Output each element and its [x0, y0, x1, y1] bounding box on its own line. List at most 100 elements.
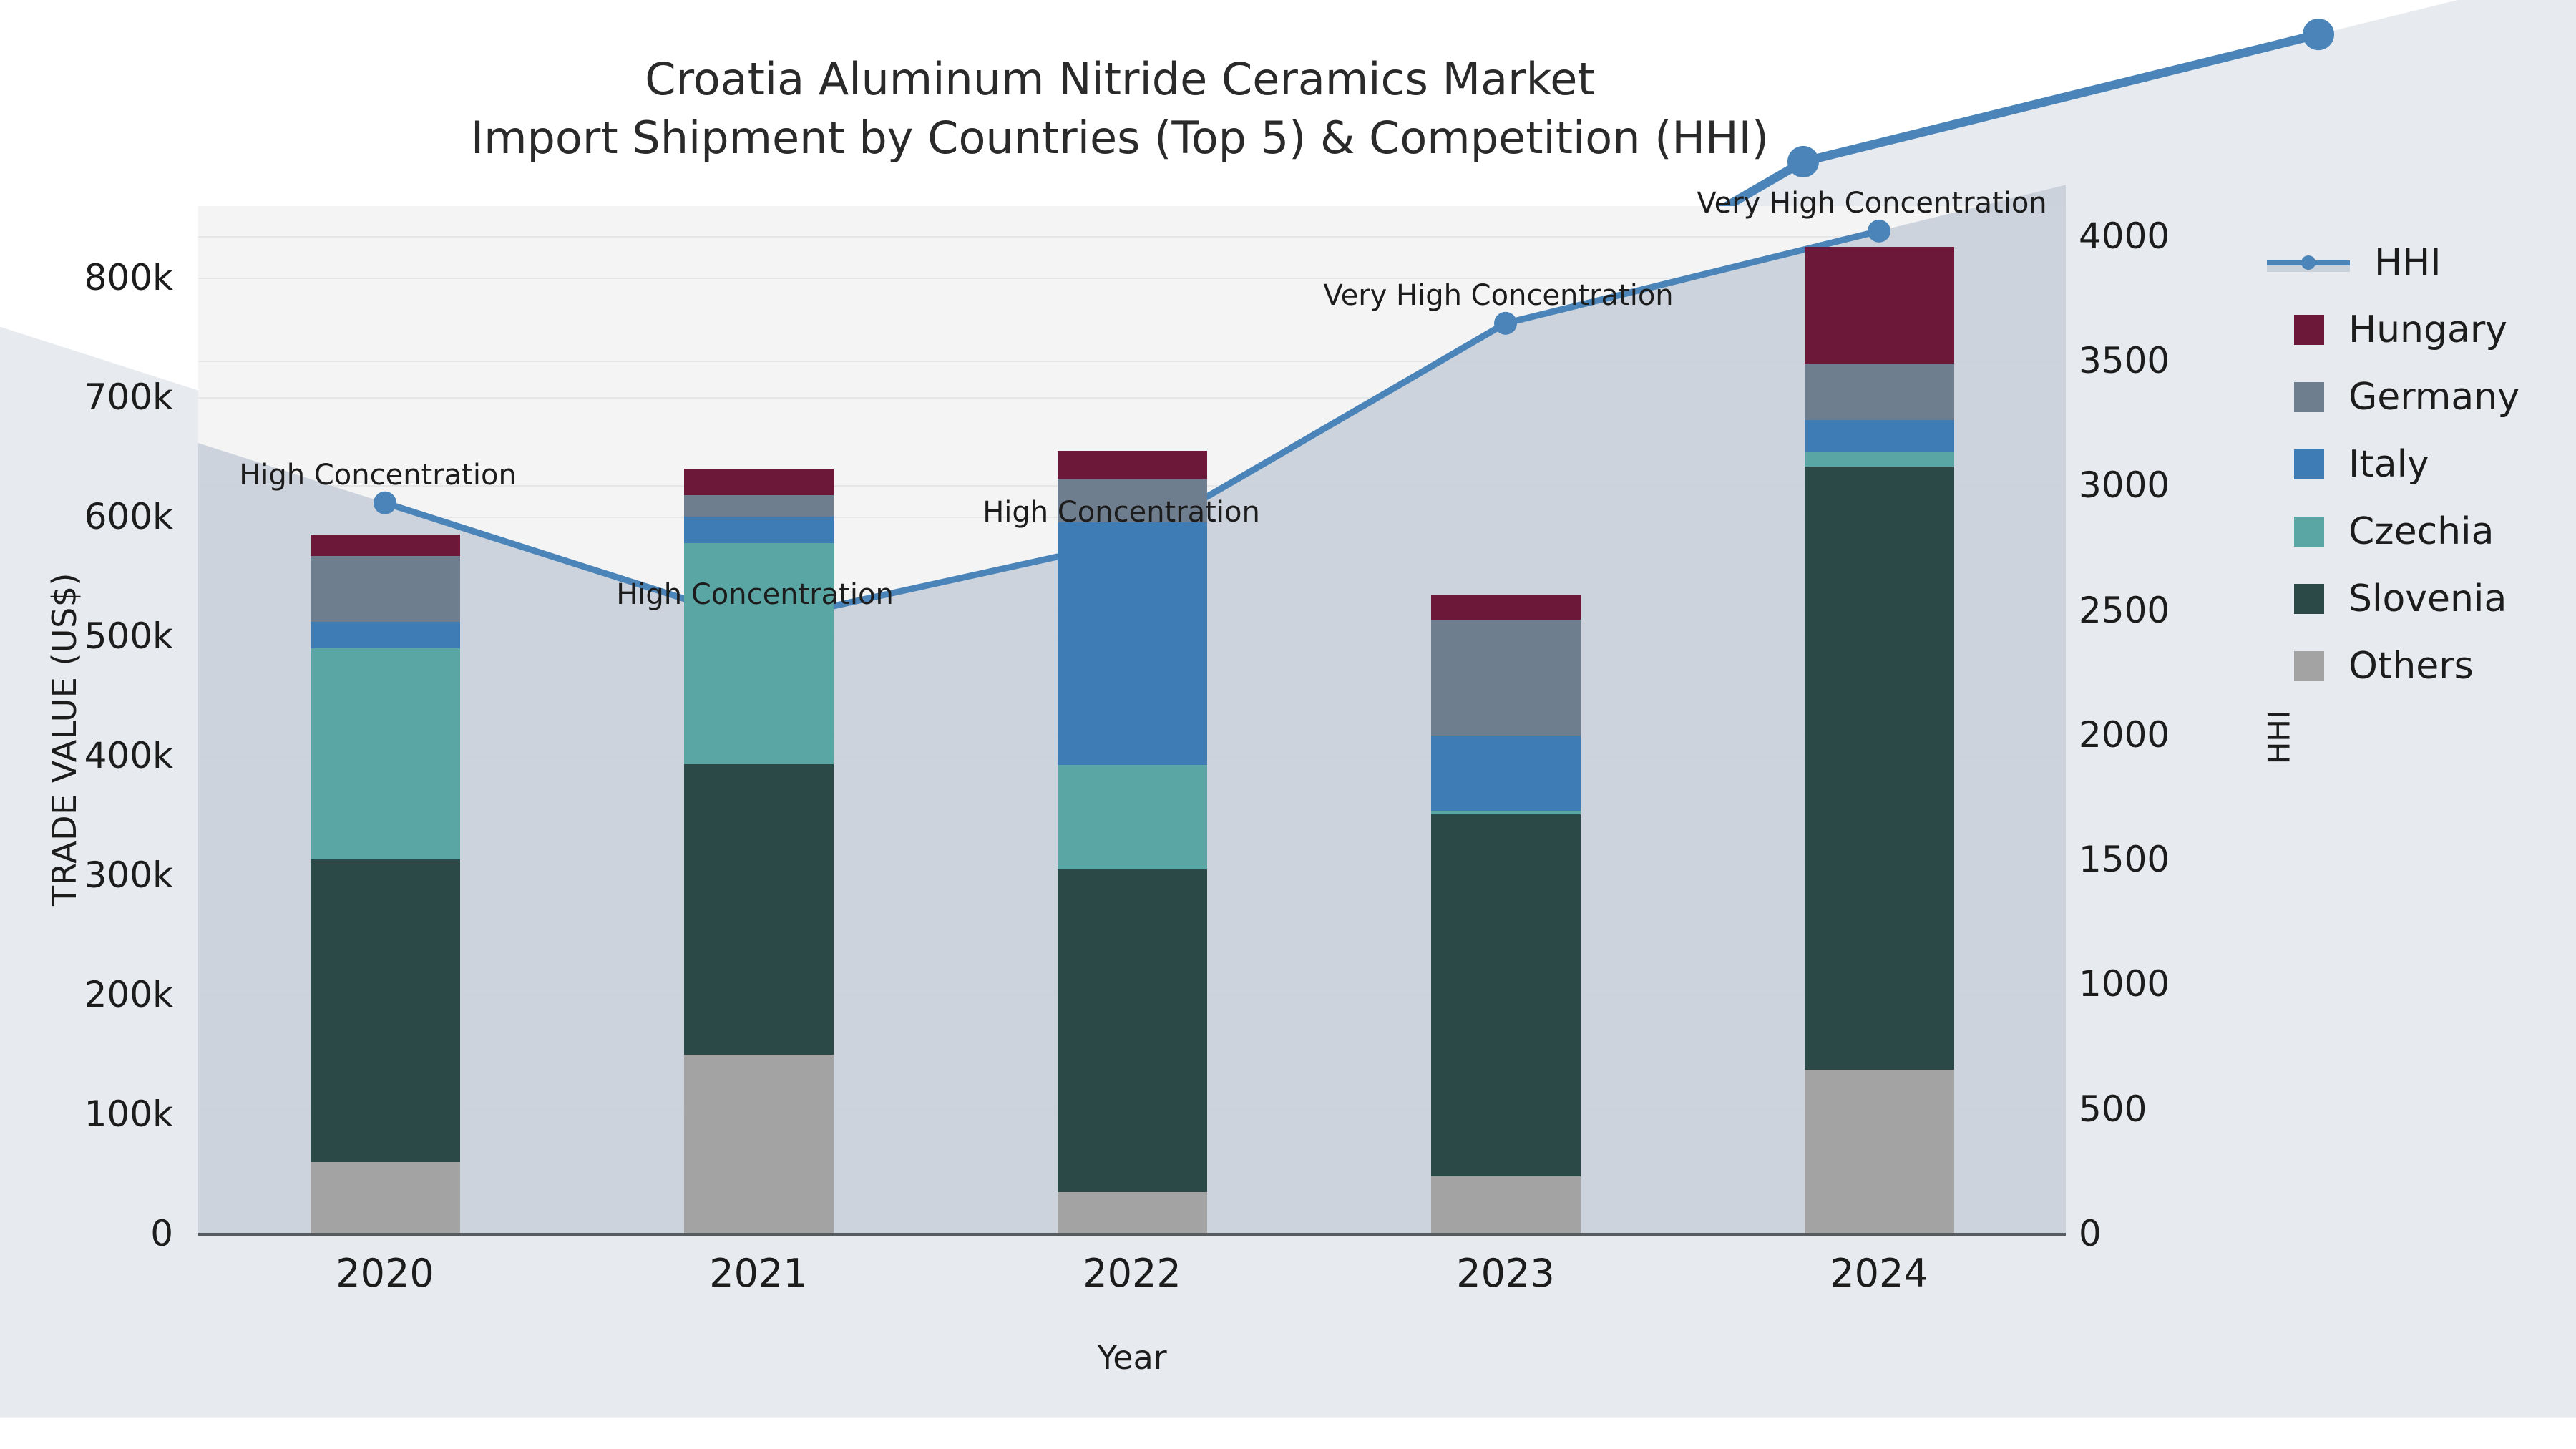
legend-item-italy[interactable]: Italy [2267, 431, 2575, 498]
bar-segment-italy-2023[interactable] [1430, 735, 1581, 811]
bar-segment-czechia-2021[interactable] [683, 542, 834, 764]
legend-swatch-czechia [2294, 517, 2324, 547]
chart-title-line-2: Import Shipment by Countries (Top 5) & C… [470, 111, 1770, 164]
bar-segment-germany-2021[interactable] [683, 495, 834, 517]
bar-segment-hungary-2021[interactable] [683, 469, 834, 496]
bar-segment-czechia-2022[interactable] [1057, 765, 1207, 869]
bar-segment-hungary-2020[interactable] [310, 535, 460, 557]
bar-segment-others-2021[interactable] [683, 1054, 834, 1234]
gridline-left-700000 [198, 397, 2066, 399]
bar-segment-italy-2024[interactable] [1804, 419, 1954, 452]
bar-segment-others-2022[interactable] [1057, 1191, 1207, 1234]
bar-segment-czechia-2024[interactable] [1804, 452, 1954, 467]
annotation-2021: High Concentration [616, 578, 894, 612]
x-axis-tick-2020: 2020 [336, 1251, 434, 1296]
legend-item-germany[interactable]: Germany [2267, 364, 2575, 431]
y-axis-right-tick-3500: 3500 [2079, 340, 2170, 382]
x-axis-tick-2023: 2023 [1456, 1251, 1555, 1296]
annotation-2024: Very High Concentration [1697, 186, 2047, 220]
bar-segment-others-2024[interactable] [1804, 1070, 1954, 1234]
bar-group-2023[interactable] [1430, 595, 1581, 1234]
legend-swatch-slovenia [2294, 584, 2324, 614]
gridline-right-3500 [198, 361, 2066, 363]
bar-group-2024[interactable] [1804, 246, 1954, 1234]
legend-label-others: Others [2348, 645, 2474, 688]
bar-segment-germany-2022[interactable] [1057, 478, 1207, 523]
hhi-marker-2024[interactable] [1868, 219, 1890, 243]
x-axis-label: Year [1097, 1338, 1167, 1377]
bar-segment-italy-2022[interactable] [1057, 522, 1207, 766]
legend-swatch-italy [2294, 449, 2324, 479]
legend-swatch-germany [2294, 382, 2324, 412]
bar-segment-slovenia-2020[interactable] [310, 859, 460, 1162]
chart-title: Croatia Aluminum Nitride Ceramics Market… [0, 50, 2240, 167]
legend-swatch-hungary [2294, 315, 2324, 345]
bar-segment-others-2020[interactable] [310, 1161, 460, 1234]
bar-group-2022[interactable] [1057, 451, 1207, 1234]
y-axis-left-tick-100k: 100k [84, 1093, 173, 1136]
x-axis-tick-2024: 2024 [1830, 1251, 1928, 1296]
annotation-2020: High Concentration [239, 458, 517, 492]
y-axis-right-tick-1500: 1500 [2079, 839, 2170, 881]
annotation-2023: Very High Concentration [1323, 278, 1674, 312]
legend-label-czechia: Czechia [2348, 510, 2494, 553]
y-axis-left-tick-800k: 800k [84, 257, 173, 299]
bar-segment-slovenia-2023[interactable] [1430, 814, 1581, 1176]
bar-segment-hungary-2022[interactable] [1057, 451, 1207, 479]
hhi-marker-2024[interactable] [2302, 19, 2335, 51]
bar-segment-italy-2020[interactable] [310, 622, 460, 648]
legend-line-marker [2301, 255, 2316, 270]
y-axis-left-label: TRADE VALUE (US$) [45, 572, 84, 906]
bar-segment-germany-2024[interactable] [1804, 364, 1954, 420]
x-axis-tick-2021: 2021 [709, 1251, 808, 1296]
gridline-right-4000 [198, 235, 2066, 238]
y-axis-right-tick-4000: 4000 [2079, 215, 2170, 257]
legend-item-others[interactable]: Others [2267, 633, 2575, 700]
y-axis-left-tick-700k: 700k [84, 376, 173, 419]
y-axis-right-tick-0: 0 [2079, 1213, 2102, 1254]
x-axis-tick-2022: 2022 [1083, 1251, 1181, 1296]
y-axis-left-tick-600k: 600k [84, 496, 173, 538]
bar-segment-hungary-2024[interactable] [1804, 246, 1954, 364]
y-axis-right-tick-2000: 2000 [2079, 713, 2170, 756]
x-axis-line [198, 1233, 2066, 1236]
legend-item-czechia[interactable]: Czechia [2267, 498, 2575, 565]
bar-segment-hungary-2023[interactable] [1430, 595, 1581, 620]
y-axis-right-tick-2500: 2500 [2079, 589, 2170, 631]
y-axis-right-tick-3000: 3000 [2079, 464, 2170, 507]
annotation-2022: High Concentration [982, 496, 1260, 530]
y-axis-right-tick-1000: 1000 [2079, 963, 2170, 1005]
y-axis-left-tick-200k: 200k [84, 974, 173, 1016]
y-axis-left-tick-300k: 300k [84, 854, 173, 897]
y-axis-left-tick-400k: 400k [84, 735, 173, 777]
legend-label-slovenia: Slovenia [2348, 577, 2507, 620]
bar-segment-others-2023[interactable] [1430, 1176, 1581, 1234]
legend-label-hhi: HHI [2374, 241, 2441, 284]
bar-segment-slovenia-2021[interactable] [683, 763, 834, 1055]
y-axis-right-tick-500: 500 [2079, 1088, 2147, 1130]
legend-item-hungary[interactable]: Hungary [2267, 296, 2575, 364]
bar-segment-slovenia-2022[interactable] [1057, 869, 1207, 1192]
bar-segment-slovenia-2024[interactable] [1804, 467, 1954, 1070]
hhi-marker-2020[interactable] [374, 491, 396, 514]
legend-label-germany: Germany [2348, 376, 2520, 419]
legend-item-hhi[interactable]: HHI [2267, 229, 2575, 296]
hhi-marker-2023[interactable] [1494, 311, 1517, 335]
legend-label-italy: Italy [2348, 443, 2429, 486]
legend-line-icon [2267, 248, 2350, 278]
bar-segment-italy-2021[interactable] [683, 517, 834, 543]
bar-segment-czechia-2023[interactable] [1430, 810, 1581, 814]
legend-swatch-others [2294, 651, 2324, 681]
gridline-left-800000 [198, 278, 2066, 280]
legend: HHI Hungary Germany Italy Czechia Slovenia Oth… [2267, 229, 2575, 700]
bar-group-2021[interactable] [683, 469, 834, 1234]
bar-segment-czechia-2020[interactable] [310, 648, 460, 860]
chart-title-line-1: Croatia Aluminum Nitride Ceramics Market [645, 53, 1595, 105]
legend-label-hungary: Hungary [2348, 308, 2508, 351]
bar-group-2020[interactable] [310, 535, 460, 1234]
y-axis-left-tick-0: 0 [150, 1213, 173, 1254]
legend-item-slovenia[interactable]: Slovenia [2267, 565, 2575, 633]
bar-segment-germany-2023[interactable] [1430, 619, 1581, 736]
bar-segment-germany-2020[interactable] [310, 556, 460, 623]
